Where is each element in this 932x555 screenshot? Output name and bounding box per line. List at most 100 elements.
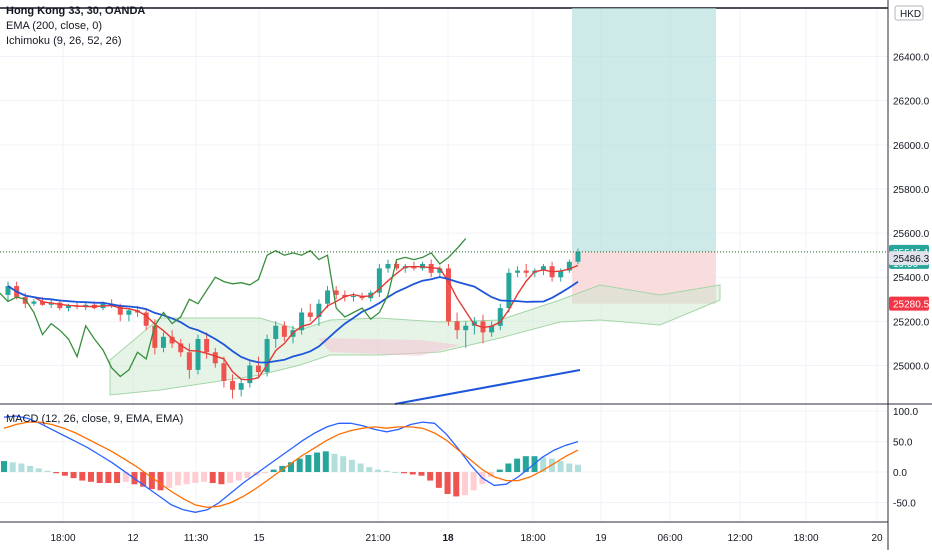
candle-body — [506, 272, 512, 309]
macd-histogram-bar — [218, 472, 225, 485]
candle-body — [238, 383, 244, 390]
macd-histogram-bar — [27, 465, 34, 473]
macd-histogram-bar — [18, 463, 25, 473]
macd-histogram-bar — [322, 451, 329, 473]
candle-body — [5, 286, 11, 295]
candle-body — [445, 268, 451, 322]
candle-body — [178, 343, 184, 353]
time-tick-label: 18:00 — [793, 533, 818, 544]
macd-histogram-bar — [44, 470, 51, 473]
loss-zone — [572, 251, 716, 304]
time-tick-label: 20 — [871, 533, 883, 544]
price-tick-label: 26200.0 — [893, 97, 930, 108]
time-tick-label: 18:00 — [520, 533, 545, 544]
time-tick-label: 19 — [595, 533, 607, 544]
macd-histogram-bar — [209, 472, 216, 483]
time-tick-label: 12:00 — [727, 533, 752, 544]
macd-histogram-bar — [496, 469, 503, 473]
macd-histogram-bar — [96, 472, 103, 483]
candle-body — [40, 301, 46, 305]
candle-body — [350, 295, 356, 298]
macd-histogram-bar — [427, 472, 434, 481]
candle-body — [385, 263, 391, 269]
macd-histogram-bar — [401, 472, 408, 474]
price-tick-label: 26000.0 — [893, 141, 930, 152]
macd-histogram-bar — [366, 467, 373, 473]
macd-histogram-bar — [1, 461, 7, 473]
macd-signal-line — [3, 421, 579, 509]
macd-histogram-bar — [174, 472, 181, 486]
time-tick-label: 12 — [127, 533, 139, 544]
candle-body — [195, 339, 201, 370]
candle-body — [31, 301, 37, 304]
macd-histogram-bar — [514, 458, 521, 473]
macd-histogram-bar — [575, 464, 581, 473]
macd-histogram-bar — [505, 463, 512, 473]
candle-body — [299, 312, 305, 331]
macd-histogram-bar — [227, 472, 234, 483]
candle-body — [540, 266, 546, 271]
macd-line — [3, 415, 579, 513]
candle-body — [152, 325, 158, 348]
macd-tick-label: 50.0 — [893, 438, 913, 449]
macd-histogram-bar — [122, 472, 129, 482]
macd-tick-label: -50.0 — [893, 499, 916, 510]
macd-histogram-bar — [61, 472, 68, 476]
candle-body — [160, 336, 166, 348]
candle-body — [333, 290, 339, 295]
macd-histogram-bar — [566, 463, 573, 473]
macd-histogram-bar — [166, 472, 173, 488]
macd-histogram-bar — [348, 459, 355, 473]
indicator-ema-label: EMA (200, close, 0) — [6, 20, 102, 32]
candle-body — [558, 270, 564, 278]
macd-histogram-bar — [435, 472, 442, 488]
time-tick-label: 18 — [442, 533, 454, 544]
candle-body — [247, 365, 253, 384]
macd-histogram-bar — [461, 472, 468, 496]
price-tick-label: 25400.0 — [893, 273, 930, 284]
candle-body — [394, 263, 400, 269]
profit-zone — [572, 8, 716, 252]
candle-body — [523, 270, 529, 273]
candle-body — [117, 305, 123, 315]
candle-body — [230, 380, 236, 390]
candle-body — [515, 270, 521, 273]
macd-histogram-bar — [79, 472, 86, 481]
macd-histogram-bar — [235, 472, 242, 481]
ema200-line — [394, 369, 581, 405]
time-tick-label: 15 — [253, 533, 265, 544]
candle-body — [264, 339, 270, 373]
chart-legend: Hong Kong 33, 30, OANDA EMA (200, close,… — [6, 4, 145, 49]
kijun-line — [7, 276, 579, 364]
ichimoku-cloud — [109, 284, 721, 396]
candle-body — [221, 363, 227, 381]
candle-body — [212, 352, 218, 364]
macd-histogram-bar — [392, 472, 399, 474]
chart-title: Hong Kong 33, 30, OANDA — [6, 5, 146, 17]
macd-histogram-bar — [444, 472, 451, 494]
macd-histogram-bar — [9, 462, 16, 473]
candle-body — [273, 325, 279, 340]
candle-body — [463, 325, 469, 331]
currency-tag — [894, 5, 924, 21]
macd-histogram-bar — [383, 470, 390, 473]
candle-body — [204, 339, 210, 353]
price-badge-label: 25280.5 — [893, 300, 930, 311]
macd-histogram-bar — [357, 463, 364, 473]
price-badge — [889, 251, 929, 266]
macd-histogram-bar — [453, 472, 460, 497]
macd-histogram-bar — [314, 452, 321, 473]
macd-histogram-bar — [157, 472, 164, 491]
macd-histogram-bar — [35, 468, 42, 473]
price-badge-label: 25486.3 — [893, 254, 930, 265]
price-tick-label: 25600.0 — [893, 229, 930, 240]
candle-body — [143, 312, 149, 326]
macd-histogram-bar — [148, 472, 155, 490]
candle-body — [281, 325, 287, 337]
candle-body — [316, 303, 322, 317]
candle-body — [566, 261, 572, 271]
time-tick-label: 06:00 — [657, 533, 682, 544]
macd-histogram-bar — [557, 461, 564, 473]
